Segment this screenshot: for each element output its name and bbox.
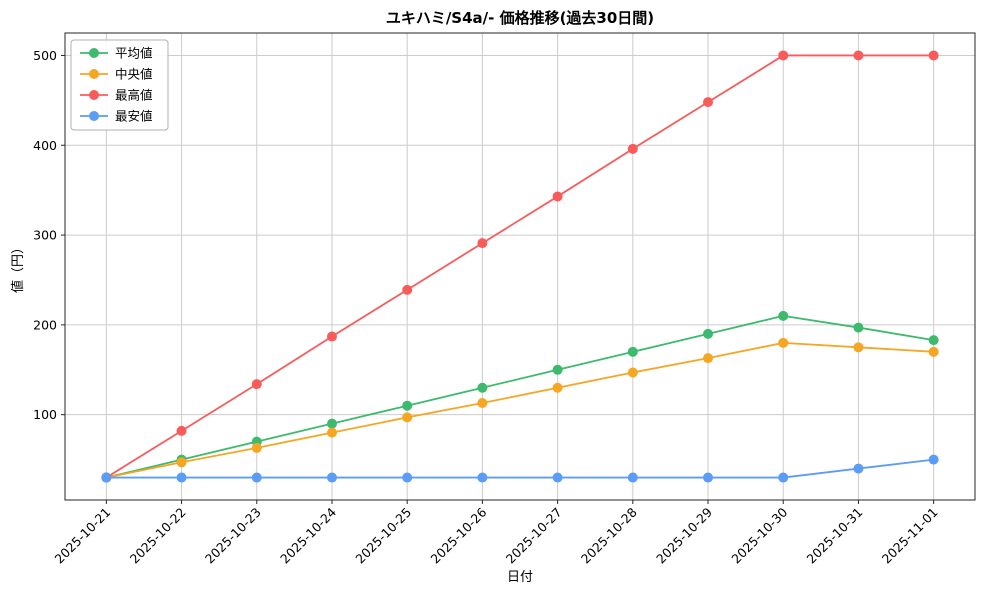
data-point-marker [928, 335, 939, 346]
series-line [106, 458, 934, 479]
x-tick-label: 2025-10-21 [52, 505, 114, 567]
data-point-marker [176, 425, 187, 436]
data-point-marker [627, 472, 638, 483]
data-point-marker [477, 472, 488, 483]
x-tick-label: 2025-10-23 [202, 505, 264, 567]
data-series [101, 50, 939, 483]
data-point-marker [552, 472, 563, 483]
x-tick-label: 2025-10-30 [728, 504, 790, 566]
data-point-marker [552, 364, 563, 375]
data-point-marker [402, 284, 413, 295]
data-point-marker [402, 412, 413, 423]
data-point-marker [402, 472, 413, 483]
data-point-marker [101, 472, 112, 483]
x-tick-label: 2025-11-01 [879, 505, 941, 567]
y-tick-label: 300 [33, 228, 57, 243]
legend-label: 中央値 [115, 67, 153, 82]
data-point-marker [853, 50, 864, 61]
series-最安値 [101, 454, 939, 483]
y-axis-label: 値（円） [10, 241, 26, 293]
legend-marker [89, 48, 99, 58]
data-point-marker [627, 143, 638, 154]
data-point-marker [477, 382, 488, 393]
data-point-marker [627, 367, 638, 378]
chart-title: ユキハミ/S4a/- 価格推移(過去30日間) [386, 9, 654, 27]
data-point-marker [477, 398, 488, 409]
x-tick-label: 2025-10-22 [127, 505, 189, 567]
x-tick-label: 2025-10-26 [428, 504, 490, 566]
y-tick-label: 400 [33, 138, 57, 153]
data-point-marker [703, 353, 714, 364]
data-point-marker [778, 310, 789, 321]
data-point-marker [928, 50, 939, 61]
data-point-marker [627, 346, 638, 357]
series-line [106, 314, 934, 479]
plot-border [64, 32, 976, 501]
x-tick-label: 2025-10-28 [578, 504, 640, 566]
data-point-marker [326, 331, 337, 342]
legend-marker [89, 111, 99, 121]
data-point-marker [928, 346, 939, 357]
data-point-marker [703, 97, 714, 108]
series-中央値 [101, 337, 939, 483]
data-point-marker [853, 342, 864, 353]
series-平均値 [101, 310, 939, 483]
data-point-marker [778, 472, 789, 483]
data-point-marker [402, 400, 413, 411]
data-point-marker [552, 382, 563, 393]
data-point-marker [251, 379, 262, 390]
series-最高値 [101, 50, 939, 483]
legend-label: 平均値 [115, 46, 153, 61]
y-tick-label: 200 [33, 317, 57, 332]
data-point-marker [778, 50, 789, 61]
data-point-marker [703, 472, 714, 483]
series-line [105, 54, 934, 479]
data-point-marker [251, 442, 262, 453]
data-point-marker [778, 337, 789, 348]
x-tick-label: 2025-10-27 [503, 505, 565, 567]
plot-frame [64, 32, 976, 501]
legend-marker [89, 69, 99, 79]
series-line [106, 341, 934, 479]
x-axis-label: 日付 [507, 570, 533, 585]
data-point-marker [251, 472, 262, 483]
data-point-marker [928, 454, 939, 465]
data-point-marker [477, 238, 488, 249]
axis-ticks: 2025-10-21 2025-10-22 2025-10-23 2025-10-24… [33, 48, 941, 567]
data-point-marker [853, 322, 864, 333]
legend-label: 最高値 [115, 88, 153, 103]
data-point-marker [703, 328, 714, 339]
x-tick-label: 2025-10-31 [804, 505, 866, 567]
legend-label: 最安値 [115, 109, 153, 124]
data-point-marker [176, 457, 187, 468]
data-point-marker [326, 472, 337, 483]
data-point-marker [853, 463, 864, 474]
data-point-marker [552, 191, 563, 202]
x-tick-label: 2025-10-29 [653, 504, 715, 566]
legend-marker [89, 90, 99, 100]
data-point-marker [326, 427, 337, 438]
data-point-marker [326, 418, 337, 429]
data-point-marker [176, 472, 187, 483]
x-tick-label: 2025-10-25 [352, 505, 414, 567]
x-tick-label: 2025-10-24 [277, 504, 339, 566]
y-tick-label: 100 [33, 407, 57, 422]
legend-box [70, 39, 169, 131]
grid [65, 33, 975, 500]
y-tick-label: 500 [33, 48, 57, 63]
